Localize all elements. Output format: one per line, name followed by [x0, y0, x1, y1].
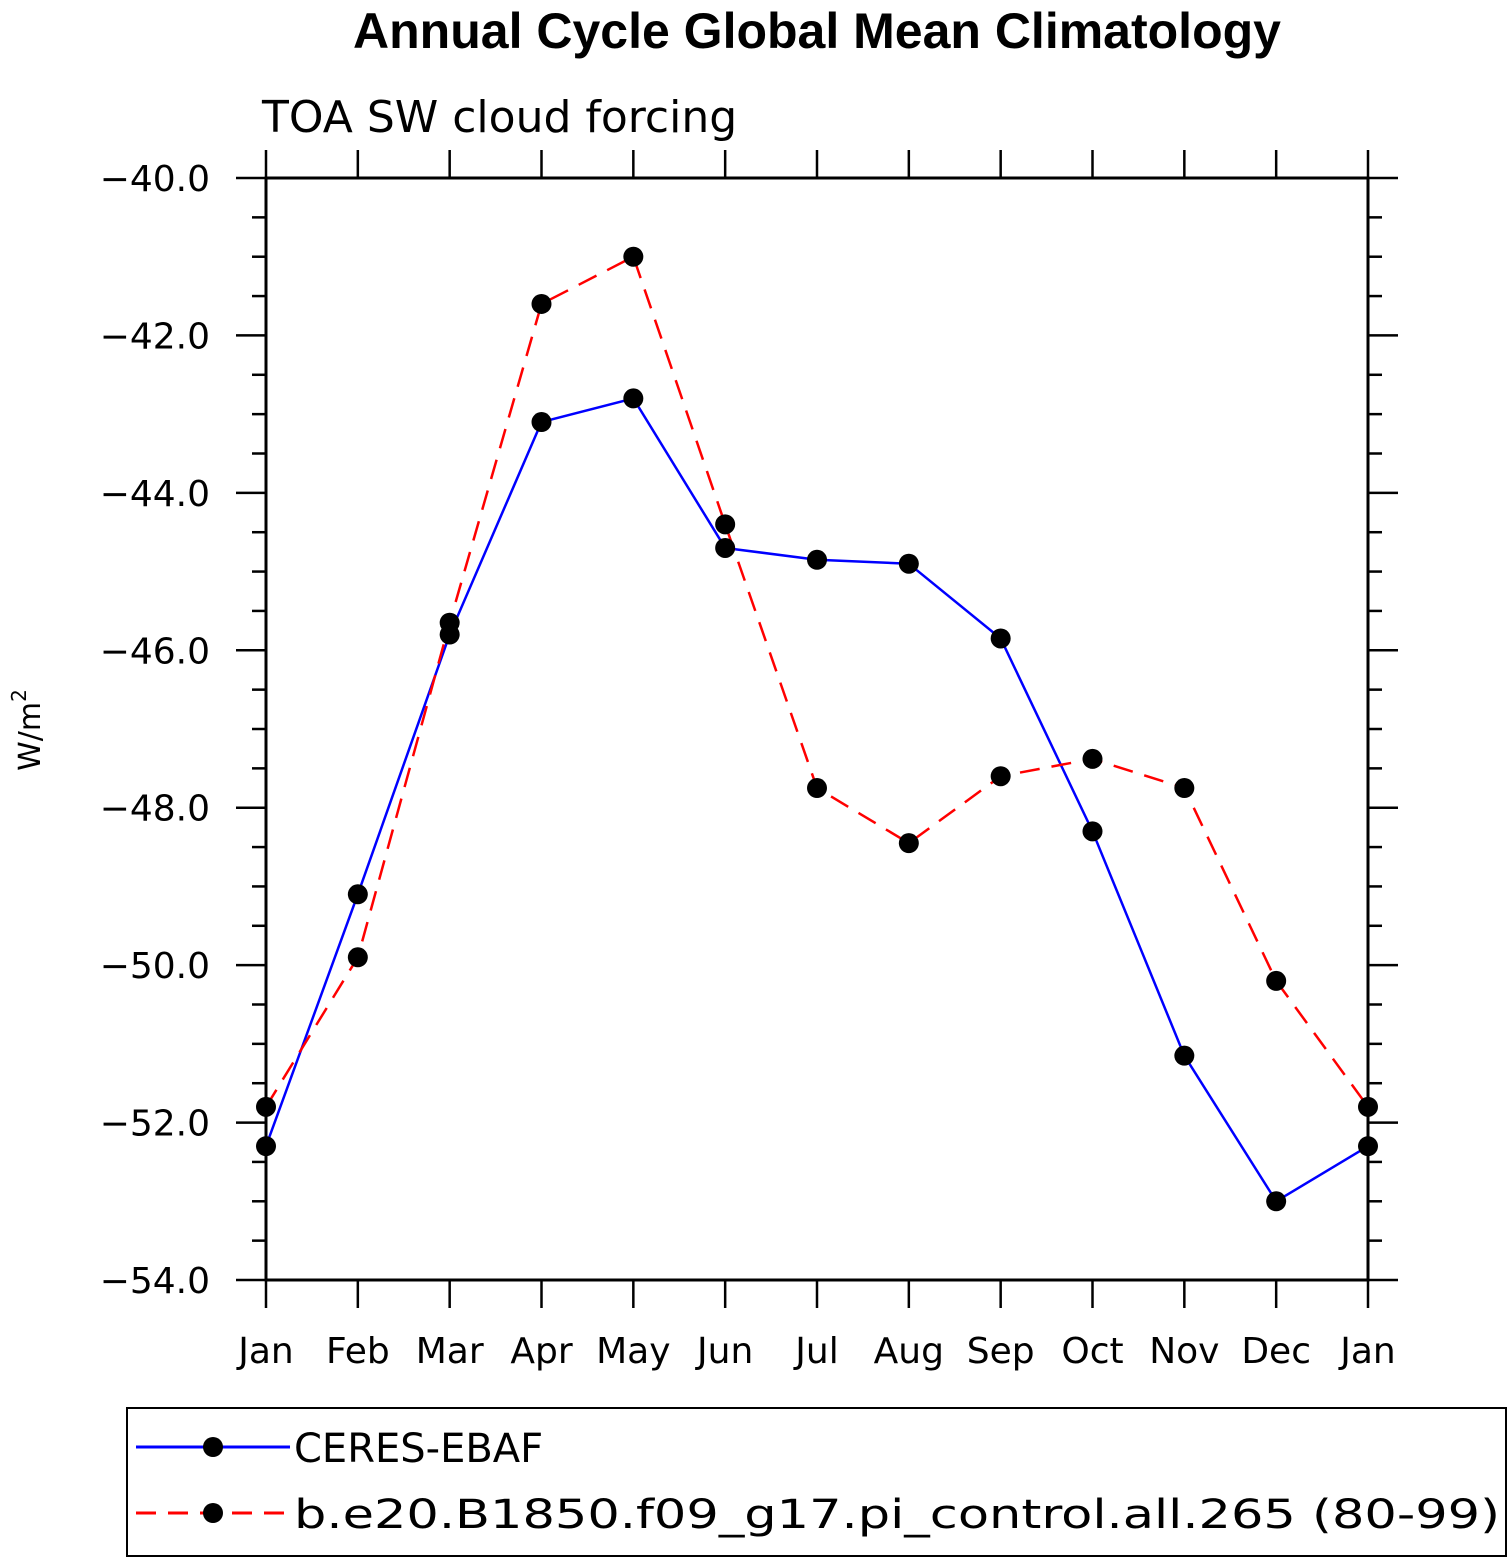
legend-marker-ceres — [203, 1437, 223, 1457]
y-tick-label: −42.0 — [100, 316, 210, 357]
series-1-point — [1358, 1096, 1378, 1117]
series-1-point — [256, 1096, 276, 1117]
axis-ticks — [236, 150, 1398, 1308]
series-0-point — [807, 549, 827, 570]
series-0-point — [715, 537, 736, 558]
legend-box — [126, 1407, 1507, 1557]
y-axis-label: W/m2 — [7, 689, 48, 771]
y-tick-label: −54.0 — [100, 1261, 210, 1302]
chart-subtitle: TOA SW cloud forcing — [261, 92, 737, 143]
y-tick-label: −44.0 — [100, 474, 210, 515]
series-0-point — [898, 553, 919, 574]
legend: CERES-EBAF b.e20.B1850.f09_g17.pi_contro… — [126, 1407, 1507, 1557]
x-tick-label: Oct — [1061, 1331, 1123, 1372]
series-layer — [256, 246, 1378, 1212]
series-0-point — [623, 388, 644, 409]
series-1-point — [1266, 970, 1287, 991]
y-tick-label: −48.0 — [100, 789, 210, 830]
x-tick-label: Jan — [1338, 1331, 1396, 1372]
series-0-point — [347, 884, 368, 905]
x-tick-labels: Jan Feb Mar Apr May Jun Jul Aug Sep Oct Nov Dec Jan — [236, 1331, 1396, 1372]
x-tick-label: Feb — [326, 1331, 390, 1372]
series-1-point — [990, 766, 1011, 787]
y-tick-label: −52.0 — [100, 1104, 210, 1145]
x-tick-label: Sep — [967, 1331, 1035, 1372]
series-0-point — [256, 1136, 276, 1157]
legend-marker-model — [203, 1503, 223, 1523]
x-tick-label: Jul — [793, 1331, 838, 1372]
chart-title: Annual Cycle Global Mean Climatology — [353, 3, 1281, 59]
x-tick-label: Nov — [1149, 1331, 1219, 1372]
series-0-point — [1266, 1191, 1287, 1212]
x-tick-label: Mar — [416, 1331, 484, 1372]
series-line-1 — [264, 254, 1370, 1108]
y-axis-label-unit: W/m — [13, 702, 48, 771]
x-tick-label: Dec — [1241, 1331, 1311, 1372]
series-0-point — [1174, 1045, 1195, 1066]
x-tick-label: May — [596, 1331, 670, 1372]
series-1-point — [1082, 748, 1103, 769]
y-tick-label: −40.0 — [100, 159, 210, 200]
legend-label-ceres: CERES-EBAF — [294, 1426, 543, 1472]
series-1-point — [531, 293, 552, 314]
series-0-point — [1358, 1136, 1378, 1157]
y-tick-labels: −40.0 −42.0 −44.0 −46.0 −48.0 −50.0 −52.0 −54.0 — [100, 159, 210, 1302]
x-tick-label: Jan — [236, 1331, 294, 1372]
series-1-point — [898, 833, 919, 854]
legend-label-model: b.e20.B1850.f09_g17.pi_control.all.265 (… — [294, 1492, 1500, 1538]
series-0-point — [531, 412, 552, 433]
series-1-point — [347, 947, 368, 968]
series-1-point — [623, 246, 644, 267]
series-0-point — [1082, 821, 1103, 842]
series-line-0 — [264, 396, 1369, 1203]
y-axis-label-superscript: 2 — [7, 689, 31, 702]
series-1-point — [715, 514, 736, 535]
series-1-point — [807, 778, 827, 799]
plot-frame — [264, 176, 1370, 1282]
x-tick-label: Aug — [874, 1331, 944, 1372]
y-tick-label: −46.0 — [100, 631, 210, 672]
series-1-point — [439, 612, 460, 633]
series-0-point — [990, 628, 1011, 649]
x-tick-label: Jun — [695, 1331, 753, 1372]
series-1-point — [1174, 778, 1195, 799]
x-tick-label: Apr — [510, 1331, 572, 1372]
y-tick-label: −50.0 — [100, 946, 210, 987]
